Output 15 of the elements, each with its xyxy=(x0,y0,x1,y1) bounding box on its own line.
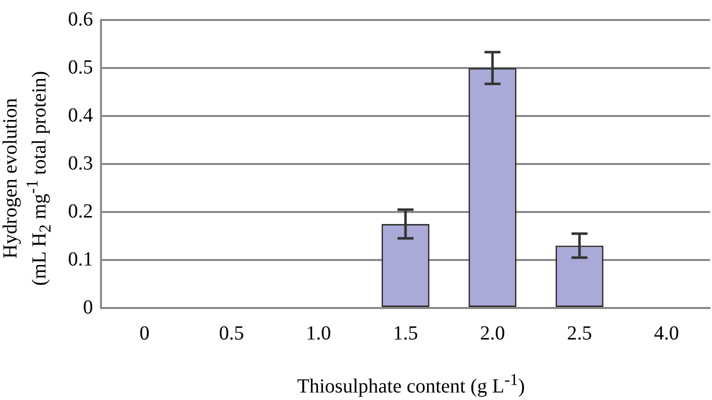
x-tick-label: 0 xyxy=(140,322,150,344)
x-axis-title: Thiosulphate content (g L$^{-1}$) xyxy=(296,370,526,399)
y-tick-label: 0.6 xyxy=(68,8,93,30)
x-tick-label: 2.0 xyxy=(480,322,505,344)
x-tick-label: 2.5 xyxy=(567,322,592,344)
y-tick-label: 0.1 xyxy=(68,248,93,270)
y-tick-label: 0.3 xyxy=(68,152,93,174)
y-tick-label: 0 xyxy=(83,296,93,318)
x-tick-label: 4.0 xyxy=(654,322,679,344)
x-tick-label: 1.5 xyxy=(393,322,418,344)
x-tick-label: 1.0 xyxy=(306,322,331,344)
y-tick-label: 0.5 xyxy=(68,56,93,78)
x-tick-label: 0.5 xyxy=(219,322,244,344)
y-tick-label: 0.4 xyxy=(68,104,93,126)
y-tick-label: 0.2 xyxy=(68,200,93,222)
